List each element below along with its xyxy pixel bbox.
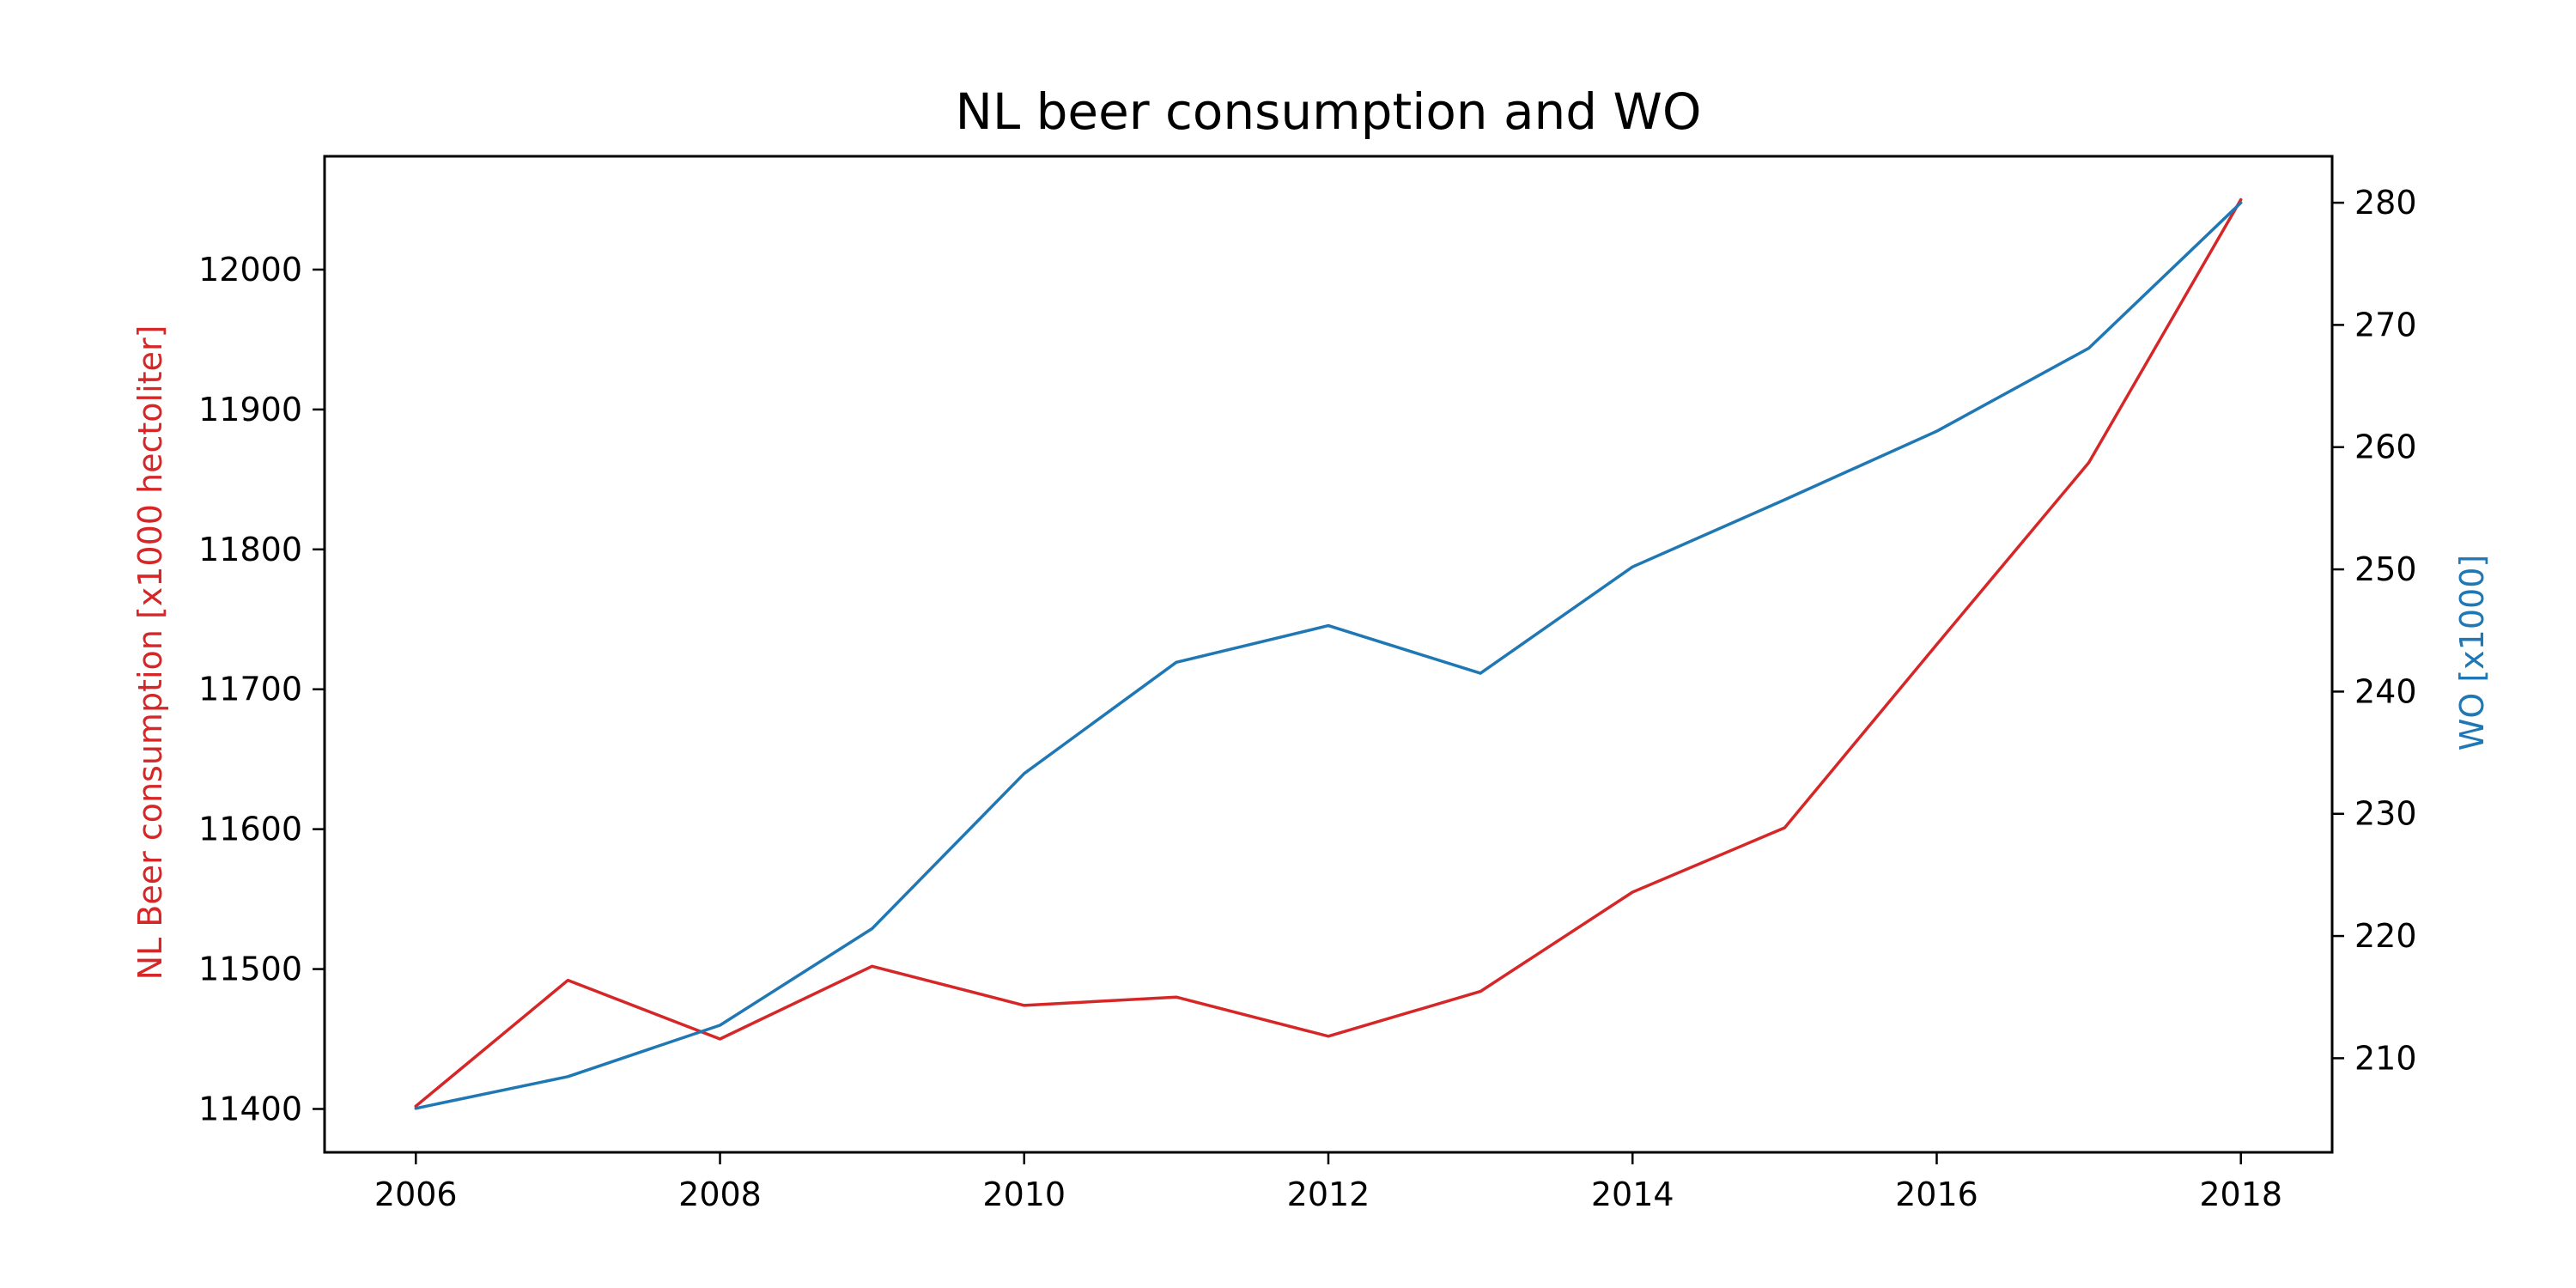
series-group <box>414 197 2243 1110</box>
left-y-tick-label: 11800 <box>198 531 302 568</box>
x-tick-label: 2016 <box>1895 1176 1978 1213</box>
chart-title: NL beer consumption and WO <box>955 82 1701 141</box>
x-axis: 2006 2008 2010 2012 2014 2016 2018 <box>374 1152 2282 1213</box>
beer-consumption-line <box>414 197 2243 1108</box>
x-tick-label: 2006 <box>374 1176 458 1213</box>
left-y-axis: 11400 11500 11600 11700 11800 11900 12000 <box>198 251 325 1127</box>
right-y-tick-label: 260 <box>2354 428 2417 466</box>
left-y-tick-label: 11900 <box>198 391 302 428</box>
right-y-tick-label: 230 <box>2354 795 2417 833</box>
right-y-tick-label: 220 <box>2354 917 2417 955</box>
x-tick-label: 2010 <box>982 1176 1066 1213</box>
left-y-tick-label: 11700 <box>198 671 302 708</box>
right-y-tick-label: 240 <box>2354 672 2417 710</box>
right-y-tick-label: 250 <box>2354 550 2417 588</box>
x-tick-label: 2014 <box>1591 1176 1674 1213</box>
left-axis-label: NL Beer consumption [x1000 hectoliter] <box>131 325 169 981</box>
x-tick-label: 2008 <box>678 1176 762 1213</box>
left-y-tick-label: 11500 <box>198 951 302 988</box>
wo-line <box>414 201 2243 1110</box>
right-y-axis: 210 220 230 240 250 260 270 280 <box>2332 184 2417 1077</box>
right-y-tick-label: 210 <box>2354 1039 2417 1077</box>
left-y-tick-label: 12000 <box>198 251 302 289</box>
left-y-tick-label: 11600 <box>198 811 302 848</box>
left-y-tick-label: 11400 <box>198 1090 302 1127</box>
right-y-tick-label: 280 <box>2354 184 2417 222</box>
x-tick-label: 2018 <box>2199 1176 2282 1213</box>
right-axis-label: WO [x1000] <box>2453 555 2491 750</box>
right-y-tick-label: 270 <box>2354 306 2417 343</box>
x-tick-label: 2012 <box>1287 1176 1370 1213</box>
plot-frame <box>323 155 2334 1154</box>
